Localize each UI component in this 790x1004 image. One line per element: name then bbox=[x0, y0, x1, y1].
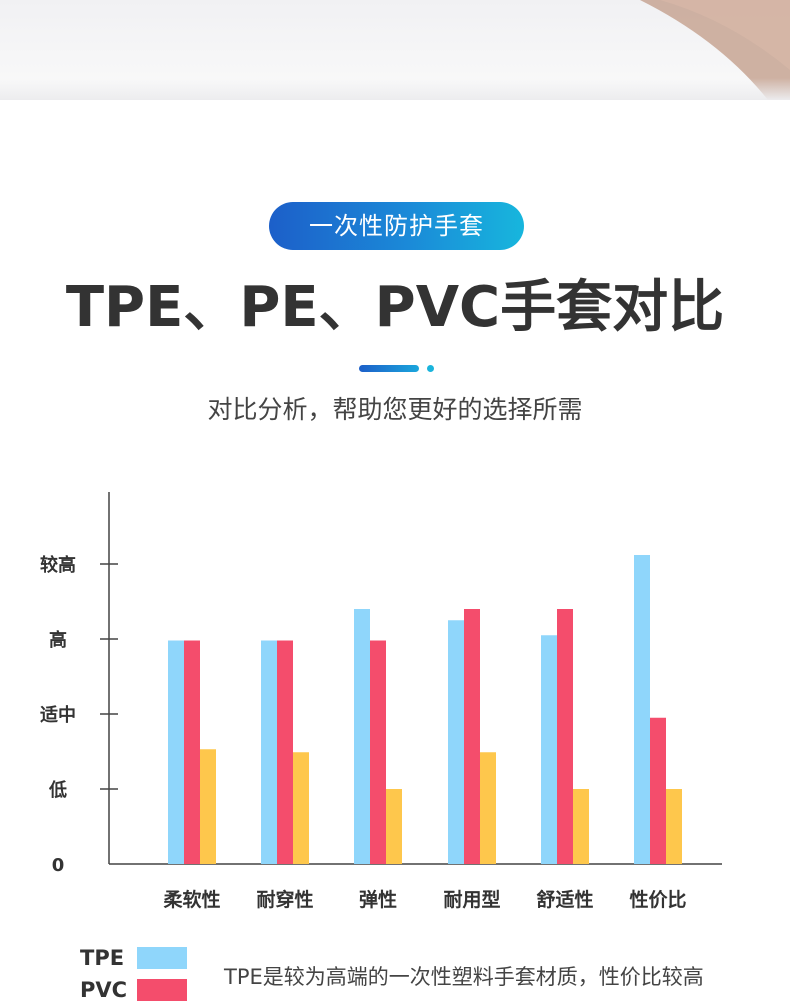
legend-swatch bbox=[137, 979, 187, 1001]
description-text: TPE是较为高端的一次性塑料手套材质，性价比较高 bbox=[224, 965, 704, 989]
bar-pvc bbox=[370, 640, 386, 864]
top-photo-banner bbox=[0, 0, 790, 100]
bar-pe bbox=[666, 789, 682, 864]
bar-pvc bbox=[650, 717, 666, 864]
bar-tpe bbox=[354, 609, 370, 864]
bar-tpe bbox=[541, 635, 557, 864]
bar-tpe bbox=[261, 640, 277, 864]
bar-pe bbox=[293, 752, 309, 864]
bar-pe bbox=[573, 789, 589, 864]
x-tick-label: 耐用型 bbox=[443, 888, 500, 911]
x-tick-label: 柔软性 bbox=[163, 888, 220, 911]
x-tick-label: 性价比 bbox=[629, 888, 686, 911]
category-badge: 一次性防护手套 bbox=[269, 202, 524, 250]
bar-pvc bbox=[277, 640, 293, 864]
bar-pvc bbox=[557, 609, 573, 864]
bar-tpe bbox=[168, 640, 184, 864]
hand-image bbox=[640, 0, 790, 100]
y-tick-label: 低 bbox=[48, 779, 67, 801]
x-tick-label: 弹性 bbox=[359, 888, 397, 911]
x-tick-label: 耐穿性 bbox=[256, 888, 313, 911]
x-tick-label: 舒适性 bbox=[536, 888, 593, 911]
y-tick-label: 0 bbox=[52, 855, 65, 876]
bar-pvc bbox=[184, 640, 200, 864]
legend-label: PVC bbox=[80, 978, 128, 1002]
y-tick-label: 高 bbox=[49, 629, 67, 651]
page-title: TPE、PE、PVC手套对比 bbox=[65, 275, 725, 340]
bar-tpe bbox=[448, 620, 464, 864]
title-underline bbox=[359, 365, 419, 372]
bar-tpe bbox=[634, 555, 650, 864]
page-subtitle: 对比分析，帮助您更好的选择所需 bbox=[207, 395, 583, 424]
y-tick-label: 适中 bbox=[40, 704, 76, 726]
bar-pe bbox=[480, 752, 496, 864]
y-tick-label: 较高 bbox=[40, 554, 76, 576]
bar-pe bbox=[200, 749, 216, 864]
legend-label: TPE bbox=[80, 946, 125, 970]
bar-pvc bbox=[464, 609, 480, 864]
bar-pe bbox=[386, 789, 402, 864]
title-underline-dot bbox=[427, 365, 434, 372]
legend-swatch bbox=[137, 947, 187, 969]
